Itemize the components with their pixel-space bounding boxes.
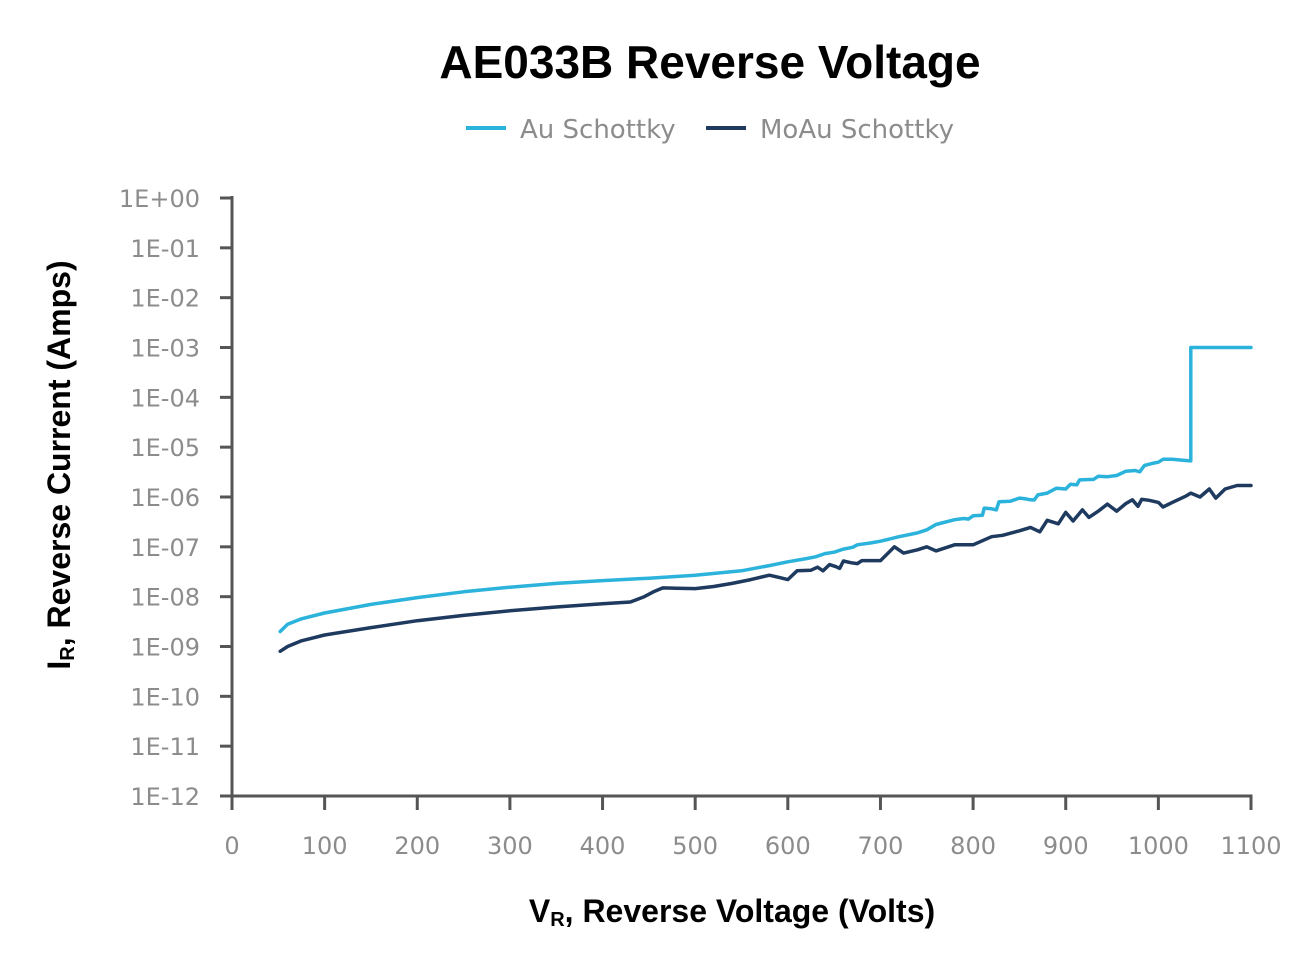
legend-item-moau-schottky: MoAu Schottky bbox=[706, 115, 954, 145]
x-axis-title: VR, Reverse Voltage (Volts) bbox=[529, 893, 935, 931]
legend-label: MoAu Schottky bbox=[760, 115, 954, 145]
x-tick-label: 300 bbox=[487, 832, 533, 860]
x-tick-label: 800 bbox=[950, 832, 996, 860]
y-tick-label: 1E-01 bbox=[130, 235, 200, 263]
legend-label: Au Schottky bbox=[520, 115, 676, 145]
x-axis-title-main: V bbox=[529, 893, 551, 929]
x-tick-label: 600 bbox=[765, 832, 811, 860]
x-tick-label: 1100 bbox=[1220, 832, 1281, 860]
x-axis-ticks: 0 100 200 300 400 500 600 700 800 900 1000 1100 bbox=[224, 796, 1282, 860]
y-tick-label: 1E-06 bbox=[130, 484, 200, 512]
x-tick-label: 1000 bbox=[1128, 832, 1189, 860]
y-tick-label: 1E-08 bbox=[130, 584, 200, 612]
x-tick-label: 900 bbox=[1043, 832, 1089, 860]
y-axis-title-main: I bbox=[41, 661, 77, 670]
x-tick-label: 700 bbox=[858, 832, 904, 860]
x-tick-label: 100 bbox=[302, 832, 348, 860]
y-axis-title-rest: , Reverse Current (Amps) bbox=[41, 260, 77, 646]
series-group bbox=[278, 345, 1253, 654]
y-axis-ticks: 1E+00 1E-01 1E-02 1E-03 1E-04 1E-05 1E-06 1E-07… bbox=[119, 185, 232, 811]
y-tick-label: 1E-04 bbox=[130, 384, 200, 412]
y-tick-label: 1E-09 bbox=[130, 634, 200, 662]
x-axis-title-rest: , Reverse Voltage (Volts) bbox=[565, 893, 935, 929]
series-line-moau-schottky bbox=[278, 483, 1253, 654]
axes bbox=[230, 196, 1253, 798]
y-axis-title: IR, Reverse Current (Amps) bbox=[41, 260, 79, 669]
x-axis-title-sub: R bbox=[550, 909, 565, 931]
x-tick-label: 400 bbox=[580, 832, 626, 860]
series-line-au-schottky bbox=[278, 345, 1253, 634]
y-tick-label: 1E-12 bbox=[130, 783, 200, 811]
chart-title: AE033B Reverse Voltage bbox=[439, 36, 980, 88]
y-tick-label: 1E-11 bbox=[130, 733, 200, 761]
x-tick-label: 500 bbox=[672, 832, 718, 860]
y-tick-label: 1E-05 bbox=[130, 434, 200, 462]
x-tick-label: 200 bbox=[394, 832, 440, 860]
legend-item-au-schottky: Au Schottky bbox=[466, 115, 676, 145]
y-tick-label: 1E-02 bbox=[130, 285, 200, 313]
y-axis-title-sub: R bbox=[57, 646, 79, 661]
y-tick-label: 1E+00 bbox=[119, 185, 200, 213]
legend: Au Schottky MoAu Schottky bbox=[466, 115, 954, 145]
y-tick-label: 1E-10 bbox=[130, 683, 200, 711]
y-tick-label: 1E-07 bbox=[130, 534, 200, 562]
x-tick-label: 0 bbox=[224, 832, 239, 860]
y-tick-label: 1E-03 bbox=[130, 335, 200, 363]
